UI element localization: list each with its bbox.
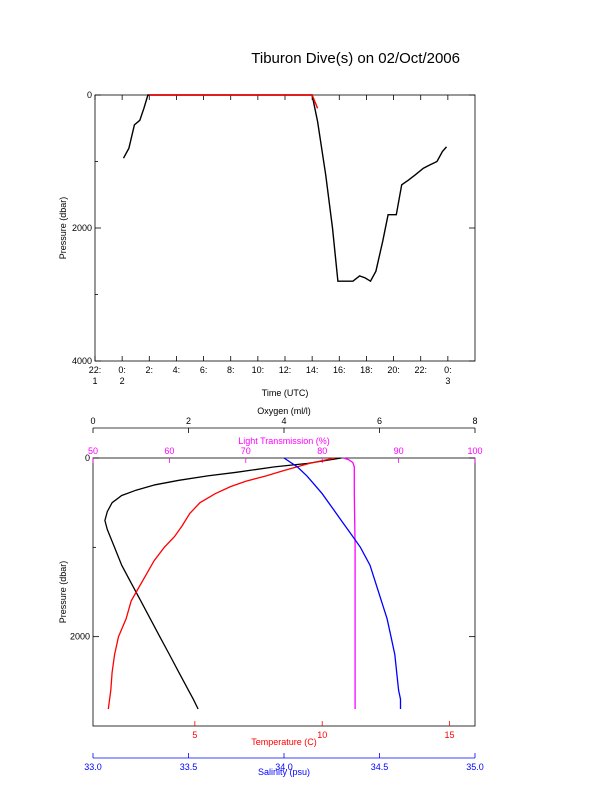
top-axes: 22:10:22: 4: 6: 8: 10: 12: 14: 16: 18: 20: 22: 0:30…	[72, 90, 475, 386]
x-tick-label: 2:	[146, 365, 154, 375]
x-tick-label: 22:	[414, 365, 427, 375]
y-tick-label: 4000	[72, 356, 92, 366]
temperature-profile-line	[107, 457, 336, 710]
profile-y-tick-label: 2000	[70, 632, 90, 642]
salinity-axis-title: Salinity (psu)	[258, 767, 310, 777]
salinity-profile-line	[283, 457, 402, 709]
profile-series	[104, 457, 402, 710]
top-y-axis-title: Pressure (dbar)	[58, 197, 68, 260]
salinity-tick-label: 34.0	[275, 762, 293, 772]
light-tick-label: 70	[241, 446, 251, 456]
oxygen-tick-label: 0	[90, 416, 95, 426]
top-series	[122, 94, 448, 283]
profile-plot-frame	[92, 457, 476, 727]
top-x-axis-title: Time (UTC)	[262, 388, 309, 398]
x-tick-label-day: 3	[445, 376, 450, 386]
x-tick-label: 6:	[200, 365, 208, 375]
light-axis-title: Light Transmission (%)	[238, 436, 330, 446]
x-tick-label: 10:	[252, 365, 265, 375]
x-tick-label: 16:	[333, 365, 346, 375]
x-tick-label: 12:	[279, 365, 292, 375]
light-tick-label: 60	[164, 446, 174, 456]
x-tick-label: 0:	[444, 365, 452, 375]
x-tick-label: 8:	[227, 365, 235, 375]
light-profile-line	[343, 457, 356, 709]
profile-y-axis-title: Pressure (dbar)	[58, 561, 68, 624]
salinity-tick-label: 33.0	[84, 762, 102, 772]
light-tick-label: 90	[394, 446, 404, 456]
salinity-tick-label: 33.5	[180, 762, 198, 772]
oxygen-tick-label: 8	[472, 416, 477, 426]
temperature-axis-title: Temperature (C)	[251, 737, 317, 747]
salinity-tick-label: 34.5	[371, 762, 389, 772]
x-tick-label: 22:	[89, 365, 102, 375]
oxygen-tick-label: 4	[281, 416, 286, 426]
profile-y-tick-label: 0	[85, 453, 90, 463]
oxygen-profile-line	[104, 457, 342, 710]
temperature-tick-label: 10	[317, 730, 327, 740]
page-title: Tiburon Dive(s) on 02/Oct/2006	[251, 50, 460, 67]
pressure-time-line	[122, 94, 448, 283]
x-tick-label-day: 2	[120, 376, 125, 386]
y-tick-label: 2000	[72, 223, 92, 233]
oxygen-tick-label: 2	[186, 416, 191, 426]
light-tick-label: 100	[467, 446, 482, 456]
y-tick-label: 0	[87, 90, 92, 100]
pressure-time-line	[149, 94, 319, 109]
light-tick-label: 80	[317, 446, 327, 456]
top-plot-frame	[94, 94, 476, 362]
x-tick-label: 18:	[360, 365, 373, 375]
oxygen-tick-label: 6	[377, 416, 382, 426]
x-tick-label: 14:	[306, 365, 319, 375]
temperature-tick-label: 15	[445, 730, 455, 740]
light-tick-label: 50	[88, 446, 98, 456]
x-tick-label-day: 1	[92, 376, 97, 386]
x-tick-label: 4:	[173, 365, 181, 375]
salinity-tick-label: 35.0	[466, 762, 484, 772]
x-tick-label: 0:	[118, 365, 126, 375]
x-tick-label: 20:	[387, 365, 400, 375]
oxygen-axis-title: Oxygen (ml/l)	[257, 406, 311, 416]
temperature-tick-label: 5	[192, 730, 197, 740]
profile-axes: 0 2000 0 2 4 6 8 50 60 70 80 90 100 5 10 15 33.0 33.5 34.0…	[70, 416, 484, 772]
